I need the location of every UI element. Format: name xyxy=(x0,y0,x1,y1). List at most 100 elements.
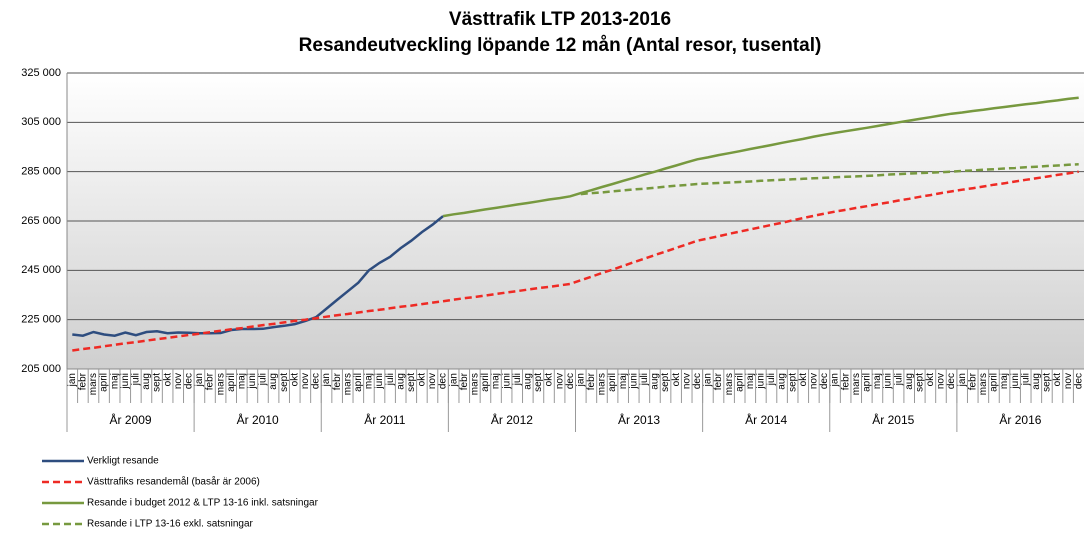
year-label: År 2009 xyxy=(110,412,152,427)
y-tick-label: 285 000 xyxy=(21,166,61,178)
x-tick-label: okt xyxy=(289,373,300,387)
x-tick-label: nov xyxy=(554,373,565,389)
x-tick-label: april xyxy=(99,373,110,392)
chart-title: Västtrafik LTP 2013-2016 xyxy=(449,9,671,30)
x-tick-label: nov xyxy=(300,373,311,389)
x-tick-label: dec xyxy=(311,373,322,389)
x-tick-label: okt xyxy=(1052,373,1063,387)
y-tick-label: 245 000 xyxy=(21,264,61,276)
year-label: År 2013 xyxy=(618,412,660,427)
x-tick-label: okt xyxy=(417,373,428,387)
x-tick-label: aug xyxy=(141,373,152,390)
x-tick-label: nov xyxy=(936,373,947,389)
x-tick-label: maj xyxy=(109,373,120,389)
x-tick-label: mars xyxy=(215,373,226,395)
x-tick-label: mars xyxy=(978,373,989,395)
year-label: År 2010 xyxy=(237,412,279,427)
x-tick-label: sept xyxy=(787,373,798,392)
x-tick-label: aug xyxy=(1031,373,1042,390)
x-tick-label: febr xyxy=(586,372,597,390)
x-tick-label: juli xyxy=(1020,373,1031,386)
x-tick-label: juni xyxy=(756,373,767,390)
x-tick-label: april xyxy=(480,373,491,392)
x-tick-label: juli xyxy=(639,373,650,386)
x-tick-label: juni xyxy=(501,373,512,390)
y-tick-label: 325 000 xyxy=(21,67,61,79)
x-tick-label: april xyxy=(861,373,872,392)
x-tick-label: juni xyxy=(628,373,639,390)
x-tick-label: dec xyxy=(1073,373,1084,389)
x-tick-label: aug xyxy=(395,373,406,390)
legend-label: Resande i LTP 13-16 exkl. satsningar xyxy=(87,519,254,530)
x-tick-label: sept xyxy=(533,373,544,392)
x-tick-label: febr xyxy=(967,372,978,390)
x-tick-label: nov xyxy=(427,373,438,389)
x-tick-label: jan xyxy=(67,373,78,387)
legend-label: Västtrafiks resandemål (basår är 2006) xyxy=(87,476,260,488)
x-tick-label: dec xyxy=(438,373,449,389)
x-tick-label: febr xyxy=(713,372,724,390)
x-tick-label: aug xyxy=(522,373,533,390)
x-tick-label: febr xyxy=(205,372,216,390)
x-tick-label: juli xyxy=(385,373,396,386)
x-tick-label: aug xyxy=(777,373,788,390)
x-tick-label: dec xyxy=(946,373,957,389)
x-tick-label: mars xyxy=(88,373,99,395)
x-tick-label: dec xyxy=(692,373,703,389)
x-tick-label: febr xyxy=(78,372,89,390)
x-tick-label: april xyxy=(607,373,618,392)
x-tick-label: juni xyxy=(120,373,131,390)
x-tick-label: nov xyxy=(173,373,184,389)
x-tick-label: maj xyxy=(872,373,883,389)
series-line xyxy=(72,170,1079,352)
x-tick-label: april xyxy=(226,373,237,392)
x-tick-label: jan xyxy=(957,373,968,387)
y-tick-label: 265 000 xyxy=(21,215,61,227)
x-tick-label: jan xyxy=(830,373,841,387)
x-tick-label: dec xyxy=(819,373,830,389)
year-label: År 2011 xyxy=(364,412,405,427)
x-tick-label: okt xyxy=(925,373,936,387)
year-label: År 2015 xyxy=(872,412,914,427)
x-tick-label: febr xyxy=(459,372,470,390)
year-label: År 2016 xyxy=(999,412,1041,427)
x-tick-label: mars xyxy=(851,373,862,395)
x-tick-label: aug xyxy=(904,373,915,390)
chart-subtitle: Resandeutveckling löpande 12 mån (Antal … xyxy=(299,35,822,56)
x-tick-label: jan xyxy=(448,373,459,387)
x-tick-label: april xyxy=(734,373,745,392)
series-line xyxy=(442,96,1079,218)
x-tick-label: okt xyxy=(544,373,555,387)
x-tick-label: sept xyxy=(406,373,417,392)
x-tick-label: aug xyxy=(268,373,279,390)
x-tick-label: maj xyxy=(618,373,629,389)
x-tick-label: sept xyxy=(660,373,671,392)
x-tick-label: maj xyxy=(491,373,502,389)
series-line xyxy=(580,163,1079,196)
x-tick-label: juli xyxy=(512,373,523,386)
y-tick-label: 305 000 xyxy=(21,116,61,128)
year-label: År 2012 xyxy=(491,412,533,427)
x-tick-label: febr xyxy=(332,372,343,390)
x-tick-label: nov xyxy=(681,373,692,389)
x-tick-label: maj xyxy=(236,373,247,389)
legend-label: Resande i budget 2012 & LTP 13-16 inkl. … xyxy=(87,498,319,509)
x-tick-label: juli xyxy=(766,373,777,386)
x-tick-label: dec xyxy=(565,373,576,389)
x-tick-label: mars xyxy=(470,373,481,395)
x-tick-label: maj xyxy=(999,373,1010,389)
x-tick-label: juli xyxy=(258,373,269,386)
x-tick-label: okt xyxy=(798,373,809,387)
x-tick-label: aug xyxy=(650,373,661,390)
x-tick-label: juni xyxy=(1010,373,1021,390)
x-tick-label: sept xyxy=(279,373,290,392)
x-tick-label: maj xyxy=(745,373,756,389)
x-tick-label: mars xyxy=(597,373,608,395)
series-line xyxy=(72,215,444,337)
x-tick-label: mars xyxy=(342,373,353,395)
x-tick-label: juni xyxy=(883,373,894,390)
x-tick-label: juli xyxy=(893,373,904,386)
year-label: År 2014 xyxy=(745,412,787,427)
x-tick-label: sept xyxy=(1042,373,1053,392)
